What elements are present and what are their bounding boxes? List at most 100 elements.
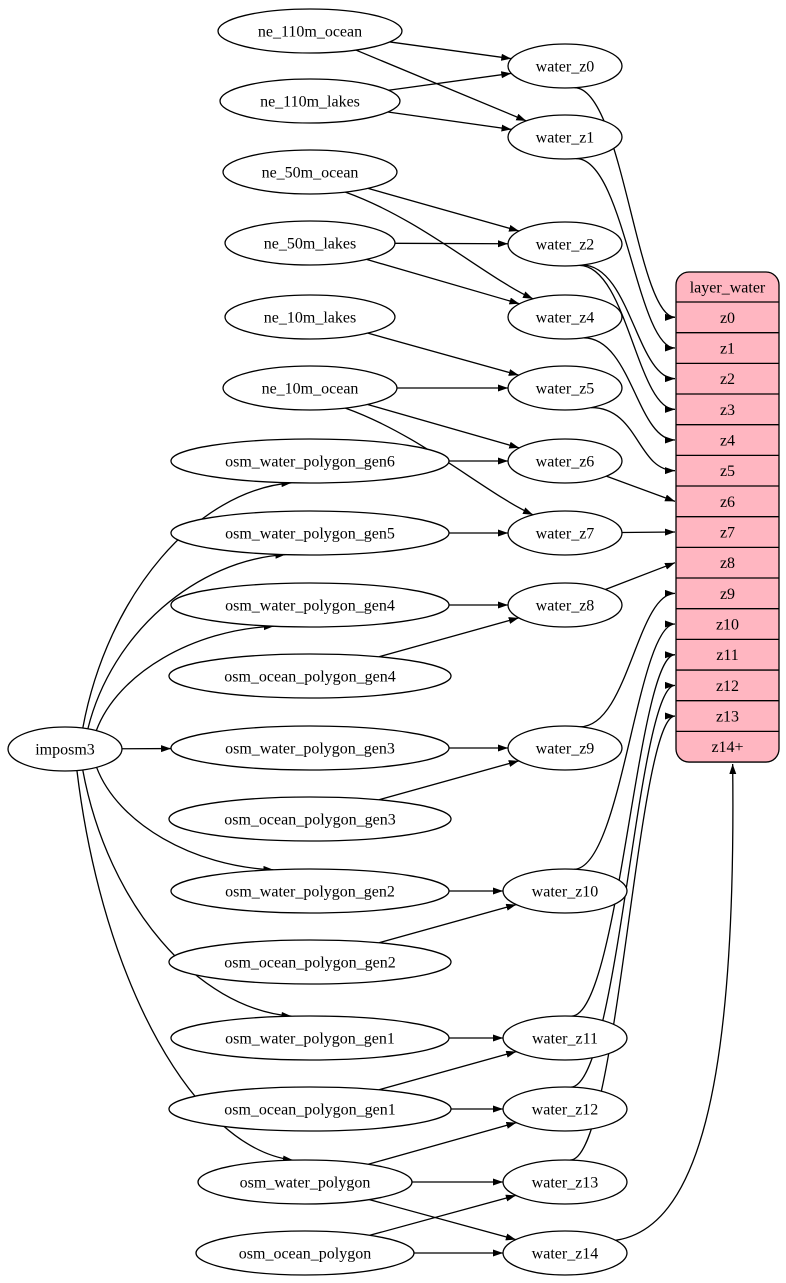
- node-osm_water_polygon_gen5: osm_water_polygon_gen5: [170, 510, 450, 556]
- osm_water_polygon-ellipse: [197, 1159, 413, 1205]
- osm_ocean_polygon_gen1-label: osm_ocean_polygon_gen1: [224, 1102, 396, 1119]
- water_z2-ellipse: [507, 221, 623, 267]
- node-water_z0: water_z0: [507, 43, 623, 89]
- osm_ocean_polygon_gen4-label: osm_ocean_polygon_gen4: [224, 669, 396, 686]
- layer-water-row-z11: z11: [716, 647, 739, 664]
- edge-water_z0-to-layer_water-z0: [574, 87, 676, 321]
- osm_ocean_polygon_gen2-ellipse: [168, 939, 452, 985]
- edge-ne_110m_lakes-to-water_z0: [388, 71, 512, 91]
- water_z6-ellipse: [507, 438, 623, 484]
- water_z14-ellipse: [502, 1230, 628, 1276]
- layer-water-row-z1: z1: [720, 341, 735, 358]
- node-water_z6: water_z6: [507, 438, 623, 484]
- osm_ocean_polygon_gen1-ellipse: [168, 1086, 452, 1132]
- osm_ocean_polygon_gen3-ellipse: [168, 796, 452, 842]
- water_z5-label: water_z5: [536, 381, 595, 398]
- osm_water_polygon_gen1-ellipse: [170, 1015, 450, 1061]
- node-water_z12: water_z12: [502, 1086, 628, 1132]
- water_z11-ellipse: [502, 1015, 628, 1061]
- osm_water_polygon-label: osm_water_polygon: [240, 1175, 371, 1192]
- node-imposm3: imposm3: [7, 726, 123, 772]
- water_z12-ellipse: [502, 1086, 628, 1132]
- node-water_z10: water_z10: [502, 868, 628, 914]
- node-water_z4: water_z4: [507, 294, 623, 340]
- osm_water_polygon_gen1-label: osm_water_polygon_gen1: [225, 1031, 395, 1048]
- water_z1-ellipse: [507, 114, 623, 160]
- layer-water-row-z4: z4: [720, 433, 735, 450]
- edge-imposm3-to-osm_water_polygon_gen5: [87, 551, 286, 730]
- node-osm_water_polygon: osm_water_polygon: [197, 1159, 413, 1205]
- ne_10m_lakes-label: ne_10m_lakes: [264, 310, 356, 327]
- osm_water_polygon_gen3-ellipse: [170, 725, 450, 771]
- water_z8-label: water_z8: [536, 598, 595, 615]
- layer-water-row-z2: z2: [720, 371, 735, 388]
- layer-water-table: layer_water z0 z1 z2 z3 z4 z5 z6 z7 z8 z9 z10 z11 z12…: [675, 271, 780, 763]
- ne_50m_lakes-label: ne_50m_lakes: [264, 236, 356, 253]
- node-water_z8: water_z8: [507, 582, 623, 628]
- edge-water_z5-to-layer_water-z5: [591, 406, 676, 475]
- osm_ocean_polygon-ellipse: [195, 1230, 415, 1276]
- node-ne_10m_ocean: ne_10m_ocean: [222, 365, 398, 411]
- ne_10m_ocean-ellipse: [222, 365, 398, 411]
- node-water_z7: water_z7: [507, 510, 623, 556]
- node-water_z9: water_z9: [507, 725, 623, 771]
- edge-ne_110m_lakes-to-water_z1: [387, 111, 512, 132]
- node-osm_ocean_polygon_gen2: osm_ocean_polygon_gen2: [168, 939, 452, 985]
- layer-water-row-z6: z6: [720, 494, 735, 511]
- water_z13-label: water_z13: [532, 1175, 599, 1192]
- edge-water_z14-to-layer_water-z14+: [615, 764, 737, 1241]
- ne_110m_lakes-label: ne_110m_lakes: [260, 94, 360, 111]
- edge-osm_water_polygon-to-water_z14: [369, 1198, 517, 1241]
- node-osm_water_polygon_gen2: osm_water_polygon_gen2: [170, 868, 450, 914]
- osm_water_polygon_gen3-label: osm_water_polygon_gen3: [225, 741, 395, 758]
- node-osm_water_polygon_gen3: osm_water_polygon_gen3: [170, 725, 450, 771]
- node-ne_50m_ocean: ne_50m_ocean: [222, 149, 398, 195]
- osm_ocean_polygon_gen3-label: osm_ocean_polygon_gen3: [224, 812, 396, 829]
- layer-water-row-z5: z5: [720, 463, 735, 480]
- layer-water-title: layer_water: [690, 280, 766, 297]
- imposm3-label: imposm3: [35, 742, 95, 759]
- water_z8-ellipse: [507, 582, 623, 628]
- osm_ocean_polygon_gen2-label: osm_ocean_polygon_gen2: [224, 955, 396, 972]
- node-water_z13: water_z13: [502, 1159, 628, 1205]
- water_z10-ellipse: [502, 868, 628, 914]
- edge-ne_110m_ocean-to-water_z1: [355, 49, 527, 122]
- node-osm_ocean_polygon: osm_ocean_polygon: [195, 1230, 415, 1276]
- edge-osm_water_polygon-to-water_z12: [368, 1121, 517, 1165]
- water_z11-label: water_z11: [532, 1031, 598, 1048]
- edge-ne_50m_ocean-to-water_z4: [345, 191, 534, 300]
- osm_water_polygon_gen4-ellipse: [170, 582, 450, 628]
- edge-water_z6-to-layer_water-z6: [606, 475, 676, 502]
- ne_10m_ocean-label: ne_10m_ocean: [262, 381, 359, 398]
- edge-water_z9-to-layer_water-z9: [580, 589, 676, 728]
- edge-osm_ocean_polygon-to-water_z13: [369, 1194, 517, 1236]
- water_z9-ellipse: [507, 725, 623, 771]
- node-osm_ocean_polygon_gen4: osm_ocean_polygon_gen4: [168, 653, 452, 699]
- node-ne_10m_lakes: ne_10m_lakes: [224, 294, 396, 340]
- edge-water_z2-to-layer_water-z3: [579, 264, 676, 413]
- ne_10m_lakes-ellipse: [224, 294, 396, 340]
- ne_110m_ocean-ellipse: [217, 8, 403, 54]
- edge-ne_50m_ocean-to-water_z2: [367, 187, 520, 232]
- layer-water-row-z0: z0: [720, 310, 735, 327]
- imposm3-ellipse: [7, 726, 123, 772]
- node-osm_water_polygon_gen4: osm_water_polygon_gen4: [170, 582, 450, 628]
- osm_water_polygon_gen4-label: osm_water_polygon_gen4: [225, 598, 395, 615]
- edge-water_z10-to-layer_water-z10: [573, 620, 676, 870]
- osm_water_polygon_gen2-ellipse: [170, 868, 450, 914]
- water_z10-label: water_z10: [532, 884, 599, 901]
- node-ne_50m_lakes: ne_50m_lakes: [224, 220, 396, 266]
- water_z6-label: water_z6: [536, 454, 595, 471]
- water_z2-label: water_z2: [536, 237, 595, 254]
- node-ne_110m_lakes: ne_110m_lakes: [219, 78, 401, 124]
- osm_ocean_polygon-label: osm_ocean_polygon: [239, 1246, 371, 1263]
- water_z4-ellipse: [507, 294, 623, 340]
- edges: [76, 41, 737, 1257]
- water_z0-ellipse: [507, 43, 623, 89]
- edge-water_z11-to-layer_water-z11: [571, 651, 676, 1017]
- water_z5-ellipse: [507, 365, 623, 411]
- osm_water_polygon_gen5-label: osm_water_polygon_gen5: [225, 526, 395, 543]
- layer-water-row-z3: z3: [720, 402, 735, 419]
